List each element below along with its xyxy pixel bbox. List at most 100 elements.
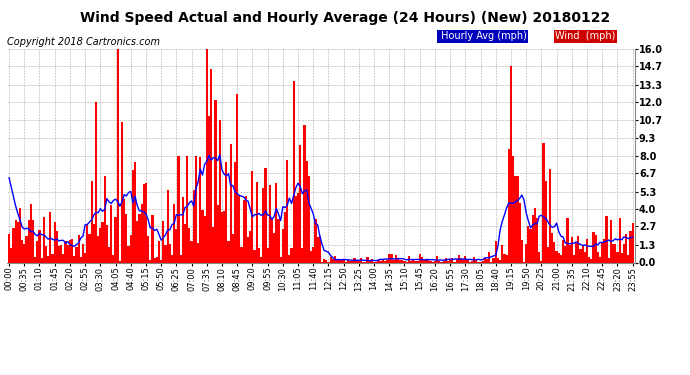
Bar	[160, 260, 162, 262]
Bar	[414, 261, 417, 262]
Bar	[412, 260, 414, 262]
Bar	[527, 226, 529, 262]
Bar	[308, 176, 310, 262]
Bar	[347, 260, 349, 262]
Bar	[590, 259, 593, 262]
Bar	[421, 258, 423, 262]
Bar	[455, 259, 457, 262]
Bar	[258, 248, 260, 262]
Bar	[166, 190, 169, 262]
Bar	[384, 261, 386, 262]
Bar	[149, 260, 151, 262]
Bar	[262, 188, 264, 262]
Bar	[273, 233, 275, 262]
Bar	[499, 260, 501, 262]
Bar	[621, 253, 623, 262]
Bar	[519, 202, 521, 262]
Bar	[228, 241, 230, 262]
Bar	[195, 156, 197, 262]
Bar	[360, 258, 362, 262]
Bar	[425, 259, 427, 262]
Bar	[79, 257, 82, 262]
Bar	[162, 220, 164, 262]
Bar	[115, 217, 117, 262]
Bar	[429, 261, 432, 262]
Bar	[181, 196, 184, 262]
Bar	[623, 244, 625, 262]
Bar	[177, 156, 179, 262]
Bar	[531, 215, 534, 262]
Bar	[310, 251, 312, 262]
Bar	[514, 176, 516, 262]
Bar	[30, 204, 32, 262]
Bar	[219, 120, 221, 262]
Bar	[404, 261, 406, 262]
Bar	[117, 49, 119, 262]
Bar	[546, 247, 549, 262]
Bar	[266, 248, 268, 262]
Bar	[575, 243, 578, 262]
Bar	[110, 205, 112, 262]
Bar	[82, 244, 84, 262]
Bar	[551, 233, 553, 262]
Bar	[608, 258, 610, 262]
Bar	[143, 184, 145, 262]
Bar	[304, 126, 306, 262]
Bar	[573, 255, 575, 262]
Bar	[238, 196, 240, 262]
Bar	[88, 234, 90, 262]
Bar	[495, 241, 497, 262]
Bar	[569, 244, 571, 262]
Bar	[402, 260, 404, 262]
Bar	[56, 231, 58, 262]
Bar	[173, 204, 175, 262]
Bar	[104, 176, 106, 262]
Bar	[284, 212, 286, 262]
Bar	[47, 256, 49, 262]
Bar	[460, 258, 462, 262]
Bar	[466, 260, 469, 262]
Bar	[208, 116, 210, 262]
Bar	[128, 246, 130, 262]
Bar	[145, 183, 147, 262]
Bar	[584, 252, 586, 262]
Bar	[525, 244, 527, 262]
Bar	[164, 245, 166, 262]
Bar	[484, 258, 486, 262]
Bar	[256, 182, 258, 262]
Bar	[353, 258, 355, 262]
Bar	[555, 251, 558, 262]
Bar	[193, 190, 195, 262]
Bar	[293, 81, 295, 262]
Bar	[28, 220, 30, 262]
Bar	[14, 220, 17, 262]
Bar	[249, 231, 251, 262]
Bar	[510, 66, 512, 262]
Bar	[232, 234, 234, 262]
Bar	[434, 261, 436, 262]
Bar	[188, 228, 190, 262]
Text: Wind Speed Actual and Hourly Average (24 Hours) (New) 20180122: Wind Speed Actual and Hourly Average (24…	[80, 11, 610, 25]
Bar	[503, 254, 506, 262]
Bar	[571, 237, 573, 262]
Bar	[108, 247, 110, 262]
Bar	[399, 260, 402, 262]
Bar	[86, 225, 88, 262]
Bar	[631, 223, 633, 262]
Bar	[240, 248, 243, 262]
Bar	[69, 240, 71, 262]
Bar	[395, 255, 397, 262]
Bar	[355, 260, 358, 262]
Bar	[277, 219, 279, 262]
Bar	[290, 248, 293, 262]
Bar	[553, 242, 555, 262]
Bar	[97, 236, 99, 262]
Bar	[351, 261, 353, 262]
Bar	[340, 260, 342, 262]
Bar	[586, 238, 588, 262]
Bar	[288, 255, 290, 262]
Bar	[264, 168, 266, 262]
Bar	[139, 214, 141, 262]
Bar	[156, 257, 158, 262]
Text: Wind  (mph): Wind (mph)	[555, 32, 616, 41]
